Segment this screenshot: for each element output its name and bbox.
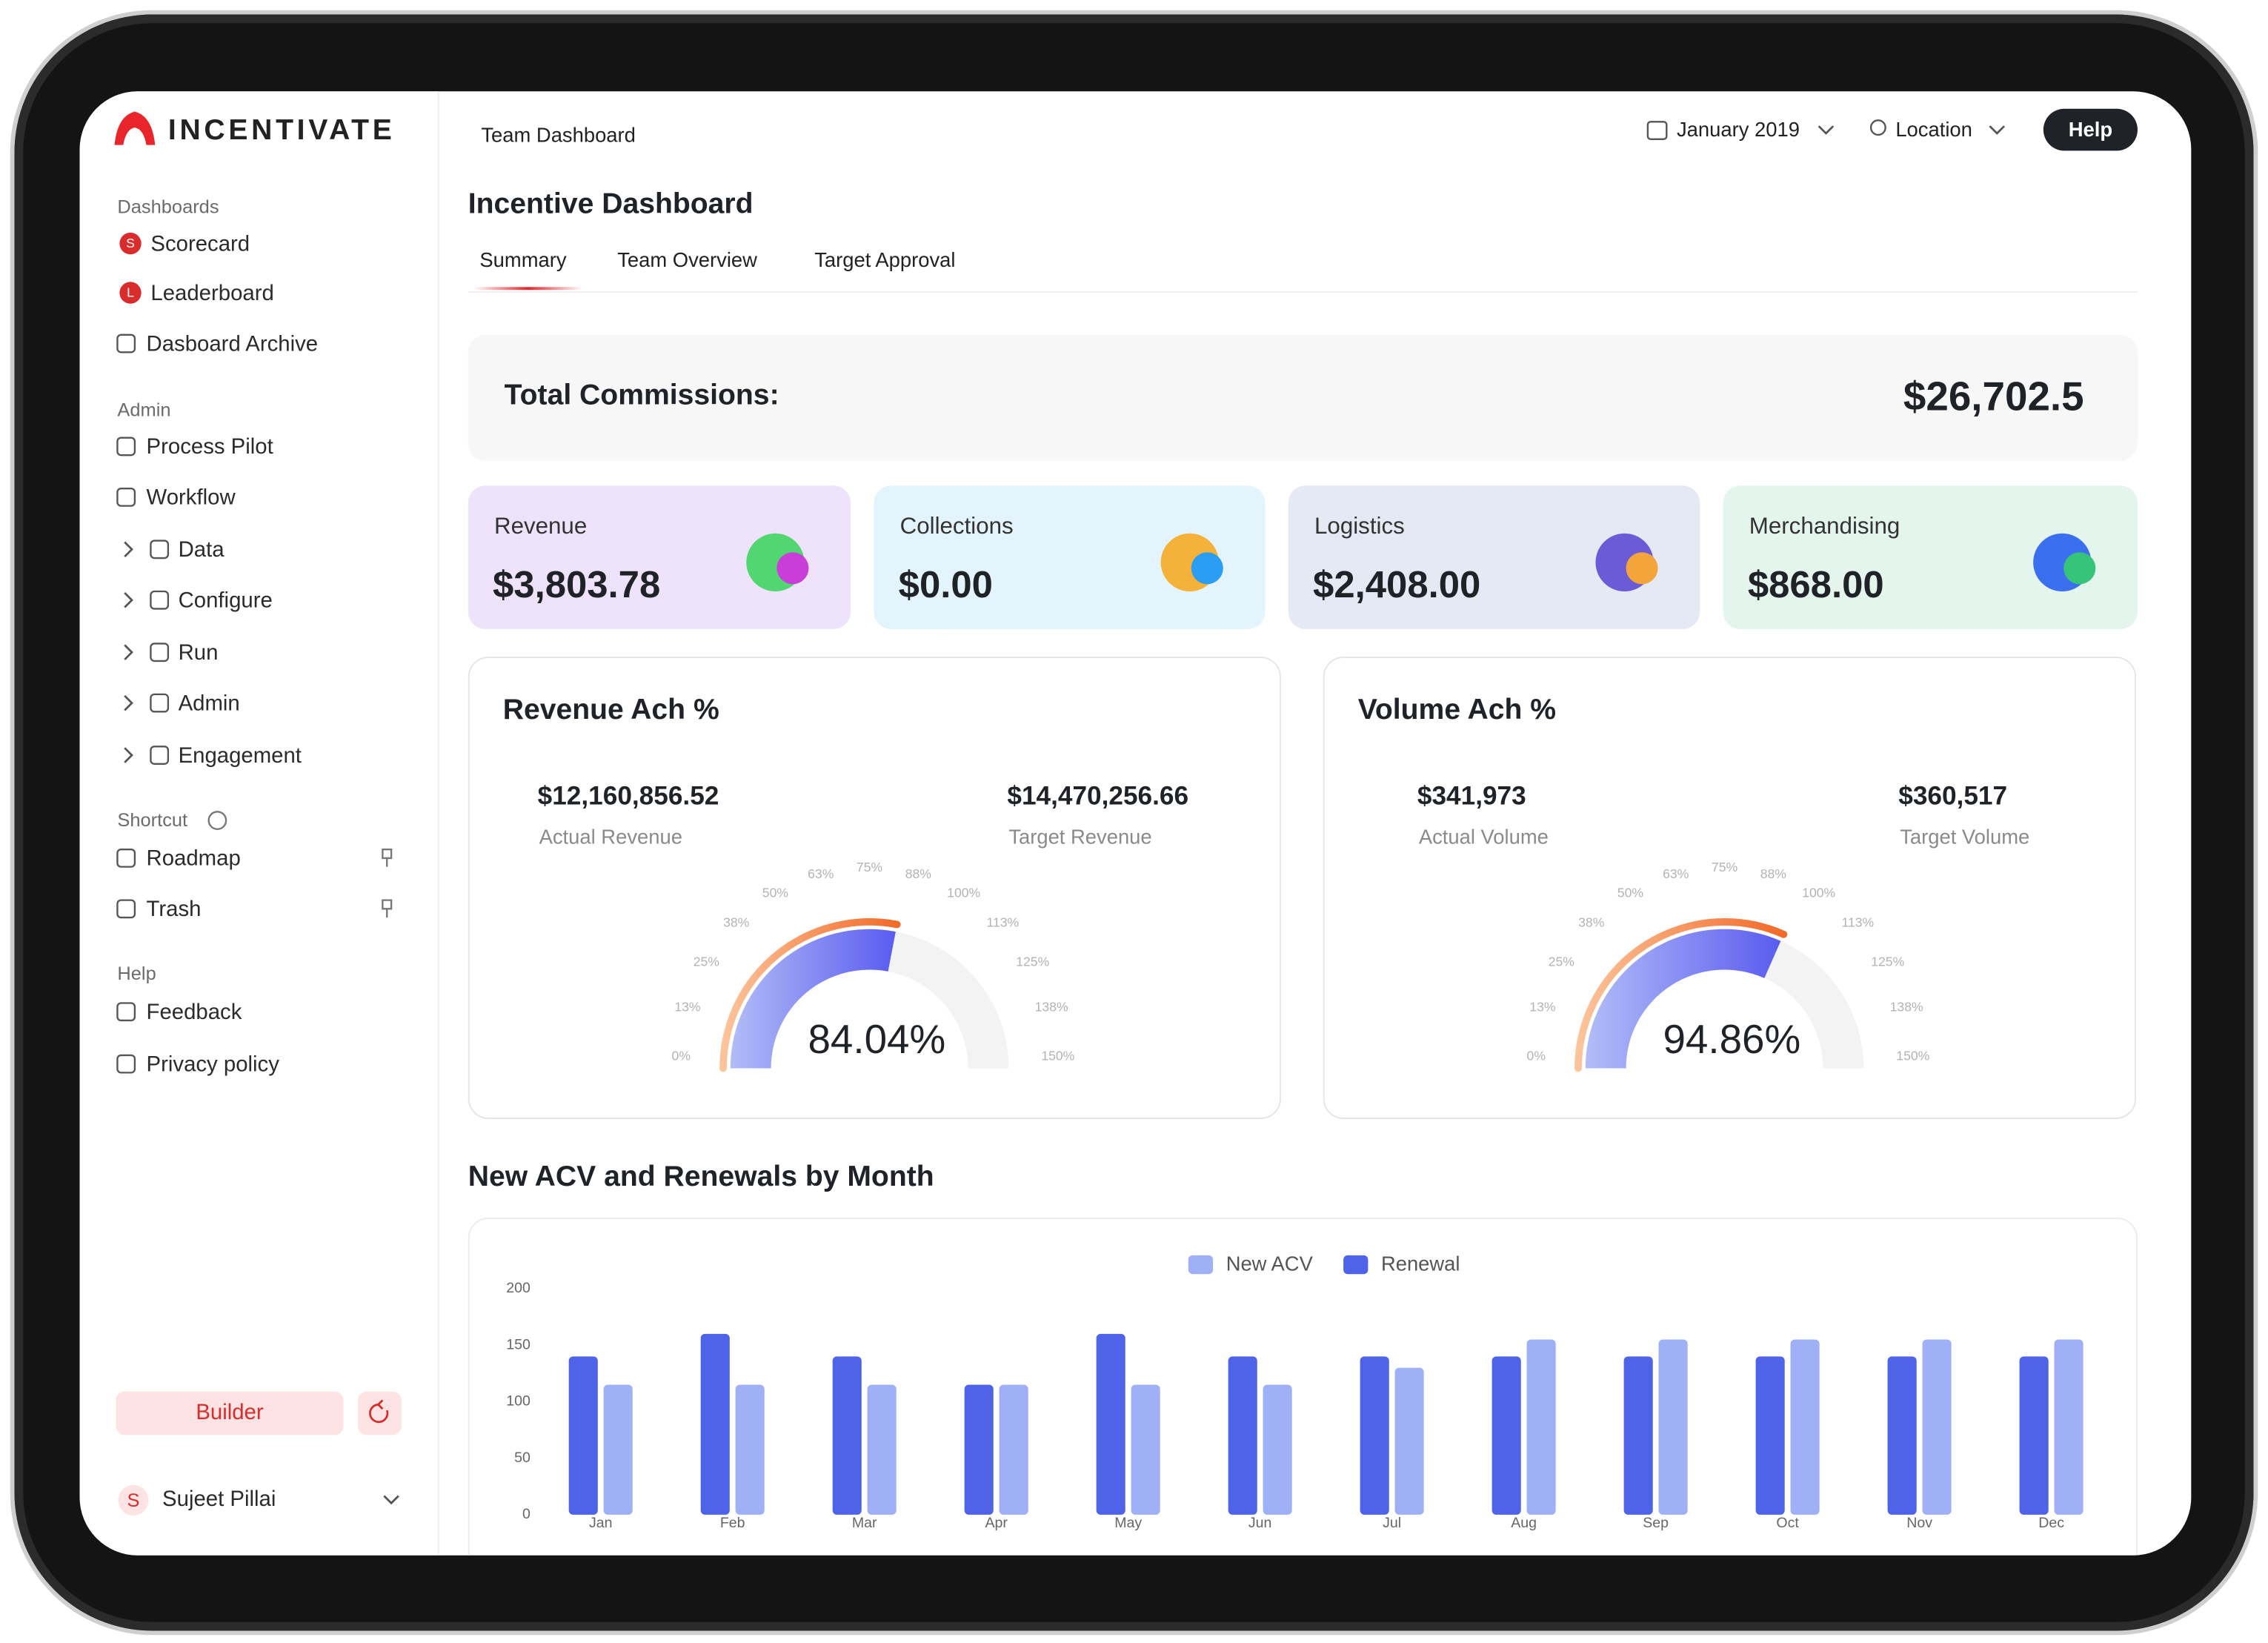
- nav-item[interactable]: Workflow: [146, 485, 236, 510]
- nav-item[interactable]: Privacy policy: [146, 1052, 279, 1077]
- nav-item[interactable]: Feedback: [146, 999, 242, 1024]
- metric-label: Merchandising: [1749, 514, 1900, 540]
- nav-item[interactable]: Leaderboard: [150, 280, 274, 305]
- stat-value: $14,470,256.66: [1007, 781, 1189, 811]
- nav-item[interactable]: Engagement: [178, 743, 302, 768]
- chart-title: Volume Ach %: [1357, 694, 1557, 726]
- section-title: Admin: [117, 398, 171, 420]
- nav-item[interactable]: Dasboard Archive: [146, 331, 319, 356]
- metric-value: $3,803.78: [493, 562, 661, 606]
- chart-card: [468, 1217, 2138, 1556]
- chart-title: New ACV and Renewals by Month: [468, 1161, 934, 1193]
- chart-title: Revenue Ach %: [502, 694, 719, 726]
- total-box: [468, 334, 2138, 461]
- stat-label: Actual Revenue: [539, 825, 682, 849]
- nav-item[interactable]: Data: [178, 537, 225, 562]
- tab[interactable]: Target Approval: [814, 248, 956, 272]
- tab[interactable]: Team Overview: [617, 248, 757, 272]
- metric-value: $868.00: [1747, 562, 1884, 606]
- stat-value: $360,517: [1898, 781, 2008, 811]
- metric-value: $0.00: [898, 562, 993, 606]
- tab-underline: [473, 287, 583, 291]
- total-value: $26,702.5: [1903, 374, 2084, 420]
- page-title: Incentive Dashboard: [468, 188, 754, 221]
- chevron: [1818, 125, 1835, 135]
- location-select[interactable]: Location: [1895, 117, 1972, 142]
- stat-label: Target Revenue: [1008, 825, 1152, 849]
- brand: INCENTIVATE: [167, 114, 396, 147]
- tab-divider: [468, 291, 2138, 293]
- metric-value: $2,408.00: [1313, 562, 1481, 606]
- nav-item[interactable]: Process Pilot: [146, 434, 273, 459]
- help-button[interactable]: Help: [2043, 108, 2138, 151]
- stat-value: $341,973: [1417, 781, 1526, 811]
- metric-label: Logistics: [1314, 514, 1405, 540]
- nav-item[interactable]: Trash: [146, 896, 202, 921]
- chevron: [1989, 125, 2005, 135]
- total-label: Total Commissions:: [504, 379, 779, 412]
- section-title: Help: [117, 962, 156, 984]
- app: INCENTIVATE Dashboards Scorecard Leaderboar…: [79, 91, 2192, 1556]
- nav-item[interactable]: Admin: [178, 690, 240, 716]
- breadcrumb: Team Dashboard: [481, 123, 636, 147]
- pin-icon: [1869, 119, 1886, 136]
- gauge-card: [1323, 657, 2137, 1119]
- tab[interactable]: Summary: [479, 248, 567, 272]
- calendar-icon: [1646, 121, 1668, 140]
- nav-item[interactable]: Run: [178, 640, 219, 665]
- builder-button[interactable]: Builder: [116, 1391, 344, 1435]
- stat-value: $12,160,856.52: [537, 781, 719, 811]
- refresh-button[interactable]: [358, 1391, 402, 1435]
- nav-item[interactable]: Scorecard: [150, 230, 250, 256]
- user-name: Sujeet Pillai: [162, 1486, 276, 1512]
- metric-label: Collections: [899, 514, 1014, 540]
- gauge-card: [468, 657, 1282, 1119]
- sidebar: [79, 91, 439, 1556]
- stat-label: Actual Volume: [1418, 825, 1549, 849]
- screen: INCENTIVATE Dashboards Scorecard Leaderboar…: [79, 91, 2192, 1556]
- nav-item[interactable]: Roadmap: [146, 846, 241, 871]
- period-select[interactable]: January 2019: [1676, 117, 1800, 142]
- section-title: Dashboards: [117, 195, 219, 218]
- stat-label: Target Volume: [1900, 825, 2030, 849]
- metric-label: Revenue: [493, 514, 588, 540]
- section-title: Shortcut: [117, 809, 188, 831]
- nav-item[interactable]: Configure: [178, 588, 273, 613]
